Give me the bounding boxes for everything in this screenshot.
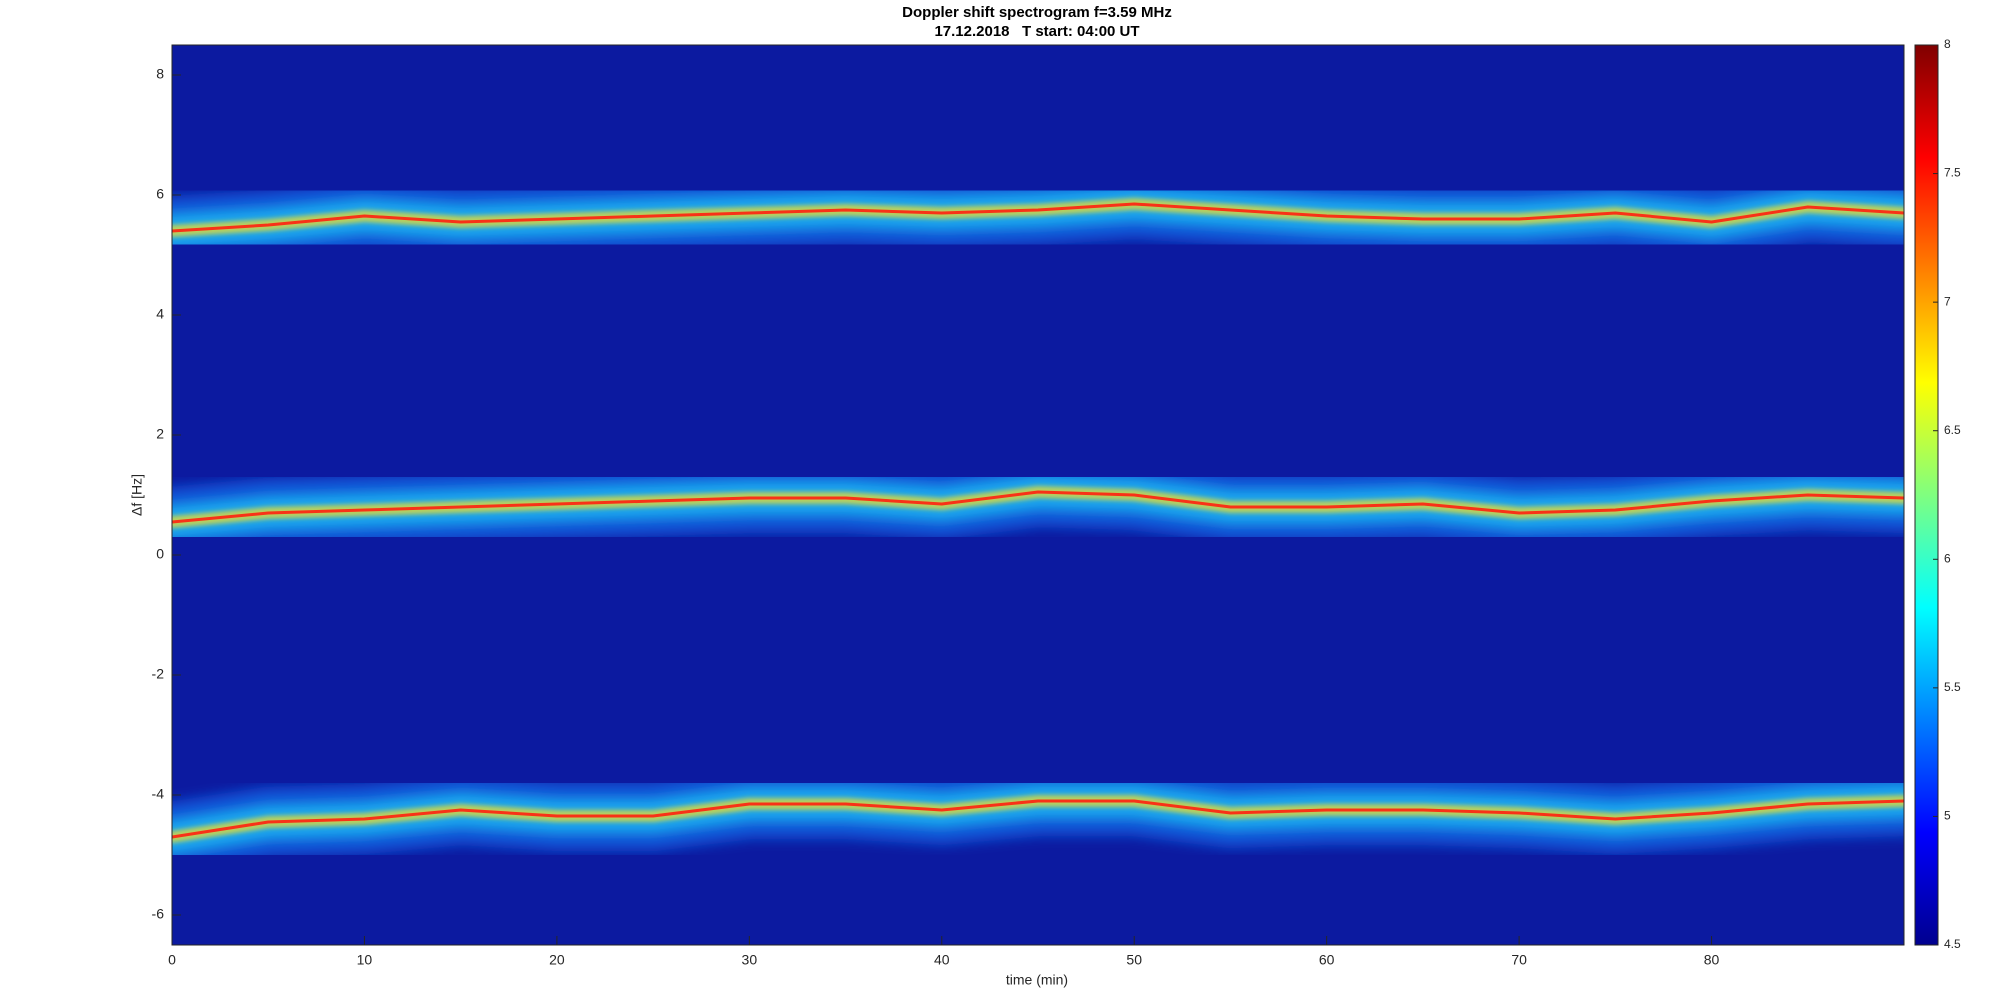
x-tick-label: 60: [1319, 952, 1335, 968]
colorbar: [1914, 44, 1939, 946]
y-tick-label: -4: [152, 786, 165, 802]
colorbar-tick-label: 6.5: [1944, 423, 1961, 437]
y-tick-label: -6: [152, 906, 165, 922]
y-tick-label: 4: [156, 306, 164, 322]
x-tick-label: 0: [168, 952, 176, 968]
spectral-trace: [172, 799, 1904, 839]
y-axis-label: Δf [Hz]: [129, 474, 145, 516]
colorbar-tick-label: 5.5: [1944, 680, 1961, 694]
y-tick-label: -2: [152, 666, 165, 682]
y-tick-label: 0: [156, 546, 164, 562]
colorbar-tick-label: 7.5: [1944, 166, 1961, 180]
x-tick-label: 40: [934, 952, 950, 968]
y-tick-label: 8: [156, 66, 164, 82]
colorbar-tick-label: 8: [1944, 37, 1951, 51]
chart-subtitle: 17.12.2018 T start: 04:00 UT: [934, 23, 1139, 40]
x-tick-label: 70: [1511, 952, 1527, 968]
y-tick-label: 6: [156, 186, 164, 202]
x-tick-label: 50: [1126, 952, 1142, 968]
chart-title: Doppler shift spectrogram f=3.59 MHz: [902, 4, 1172, 21]
colorbar-tick-label: 4.5: [1944, 937, 1961, 951]
y-tick-label: 2: [156, 426, 164, 442]
spectral-trace: [172, 490, 1904, 524]
x-tick-label: 80: [1704, 952, 1720, 968]
x-tick-label: 10: [357, 952, 373, 968]
plot-frame: [171, 44, 1905, 946]
colorbar-tick-label: 5: [1944, 809, 1951, 823]
colorbar-tick-label: 6: [1944, 551, 1951, 565]
traces: [172, 169, 1904, 872]
x-axis-label: time (min): [1006, 972, 1068, 988]
spectral-trace: [172, 202, 1904, 233]
x-tick-label: 30: [742, 952, 758, 968]
colorbar-tick-label: 7: [1944, 294, 1951, 308]
x-tick-label: 20: [549, 952, 565, 968]
